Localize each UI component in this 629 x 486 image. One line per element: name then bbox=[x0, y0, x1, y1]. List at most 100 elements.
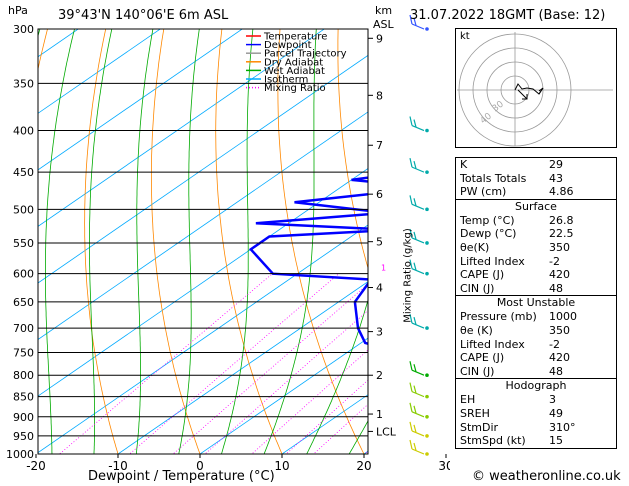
wind-barb-dot bbox=[425, 373, 429, 378]
wind-barb-shaft bbox=[411, 203, 425, 210]
row-key: CAPE (J) bbox=[460, 351, 505, 365]
table-row: Dewp (°C) 22.5 bbox=[456, 227, 616, 241]
storm-motion-vector bbox=[517, 89, 528, 100]
asl-unit-label: ASL bbox=[373, 18, 394, 31]
pressure-tick-label: 400 bbox=[13, 125, 34, 138]
wet-adiabat-line bbox=[178, 29, 200, 454]
pressure-tick-label: 750 bbox=[13, 346, 34, 359]
hodograph-title: Hodograph bbox=[505, 379, 567, 393]
height-tick-label: 2 bbox=[376, 369, 383, 382]
table-row: EH 3 bbox=[456, 393, 616, 407]
plot-area bbox=[38, 29, 450, 472]
wind-barb bbox=[409, 361, 429, 378]
wind-barb-flag bbox=[409, 421, 413, 432]
dry-adiabat-line bbox=[84, 29, 119, 454]
wet-adiabat-line bbox=[306, 298, 368, 454]
row-value: 26.8 bbox=[549, 213, 574, 227]
storm-motion-arrowhead bbox=[522, 94, 528, 100]
wind-barb-shaft bbox=[411, 124, 425, 132]
wind-barb-flag bbox=[413, 262, 417, 271]
wind-barb-flag bbox=[413, 364, 417, 372]
hodograph-rows: EH 3 SREH 49 StmDir 310° StmSpd (kt) 15 bbox=[456, 393, 616, 447]
isotherm-line bbox=[38, 111, 368, 341]
hodograph-arrow bbox=[538, 87, 544, 95]
isotherm-line bbox=[281, 394, 368, 454]
row-key: Lifted Index bbox=[460, 254, 525, 268]
temperature-tick-label: 20 bbox=[356, 459, 371, 473]
wind-barb bbox=[409, 259, 429, 276]
hodograph-unit: kt bbox=[460, 31, 470, 42]
height-tick-label: 1 bbox=[376, 408, 383, 421]
isotherm-line bbox=[117, 281, 368, 454]
row-value: 420 bbox=[549, 351, 570, 365]
km-unit-label: km bbox=[375, 4, 393, 17]
height-tick-label: 4 bbox=[376, 282, 383, 295]
wet-adiabat-line bbox=[45, 29, 75, 454]
wet-adiabat-line bbox=[220, 29, 254, 454]
wet-adiabat-line bbox=[263, 29, 317, 454]
wind-barb-shaft bbox=[411, 411, 425, 418]
wind-barb-flag bbox=[413, 119, 417, 128]
row-key: CIN (J) bbox=[460, 281, 495, 295]
mixing-ratio-line bbox=[128, 273, 340, 454]
wind-barb-dot bbox=[425, 170, 429, 174]
pressure-tick-label: 1000 bbox=[6, 448, 34, 461]
row-value: -2 bbox=[549, 337, 560, 351]
wind-barb-dot bbox=[425, 326, 429, 330]
wind-barb-dot bbox=[425, 434, 429, 438]
temperature-tick-label: 30 bbox=[438, 459, 450, 473]
most-unstable-rows: Pressure (mb) 1000 θe (K) 350 Lifted Index -2… bbox=[456, 310, 616, 378]
wind-barb-dot bbox=[425, 207, 429, 212]
pressure-tick-label: 350 bbox=[13, 77, 34, 90]
pressure-tick-label: 850 bbox=[13, 391, 34, 404]
row-key: StmSpd (kt) bbox=[460, 434, 526, 448]
row-value: 4.86 bbox=[549, 185, 574, 199]
hodograph-frame bbox=[455, 28, 617, 148]
isotherm-line bbox=[38, 54, 368, 284]
row-value: 29 bbox=[549, 158, 563, 171]
wind-barb-shaft bbox=[411, 268, 425, 275]
wind-barb-flag bbox=[409, 116, 413, 126]
row-value: 350 bbox=[549, 323, 570, 337]
mixing-ratio-line bbox=[415, 274, 450, 472]
pressure-tick-label: 950 bbox=[13, 430, 34, 443]
mixing-ratio-line bbox=[251, 349, 368, 454]
legend-label: Dry Adiabat bbox=[264, 57, 323, 68]
height-tick-label: 6 bbox=[376, 188, 383, 201]
row-key: Lifted Index bbox=[460, 337, 525, 351]
table-row: CIN (J) 48 bbox=[456, 282, 616, 296]
mixing-ratio-axis-label: Mixing Ratio (g/kg) bbox=[402, 228, 414, 323]
wind-barb bbox=[409, 439, 429, 456]
row-key: EH bbox=[460, 393, 476, 407]
wind-barb-flag bbox=[409, 14, 413, 25]
wind-barb-flag bbox=[413, 405, 417, 414]
dewpoint-profile bbox=[248, 176, 368, 346]
wind-barb-flag bbox=[409, 195, 413, 205]
wind-barb-shaft bbox=[411, 23, 425, 30]
table-row: Lifted Index -2 bbox=[456, 338, 616, 352]
pressure-tick-label: 600 bbox=[13, 268, 34, 281]
wind-barb-dot bbox=[425, 27, 429, 31]
wind-barb-shaft bbox=[411, 322, 425, 329]
legend-label: Parcel Trajectory bbox=[264, 49, 347, 60]
table-row: Lifted Index -2 bbox=[456, 255, 616, 269]
row-key: Totals Totals bbox=[460, 171, 527, 185]
surface-title: Surface bbox=[515, 199, 557, 213]
wind-barb-flag bbox=[413, 442, 417, 451]
mixing-ratio-label: 1 bbox=[381, 264, 386, 273]
wind-barb-dot bbox=[425, 452, 429, 456]
wind-barb-flag bbox=[413, 424, 417, 433]
table-row: Temp (°C) 26.8 bbox=[456, 214, 616, 228]
legend-label: Wet Adiabat bbox=[264, 66, 325, 77]
mixing-ratio-line bbox=[364, 450, 368, 454]
wind-barb-shaft bbox=[411, 430, 425, 437]
table-row: CIN (J) 48 bbox=[456, 365, 616, 379]
wind-barb-flag bbox=[409, 382, 413, 392]
dry-adiabat-line bbox=[277, 29, 365, 454]
row-value: 48 bbox=[549, 281, 563, 295]
legend-label: Isotherm bbox=[264, 75, 308, 86]
pressure-tick-label: 500 bbox=[13, 203, 34, 216]
table-row: SREH 49 bbox=[456, 407, 616, 421]
table-row: K 29 bbox=[456, 158, 616, 172]
indices-table: K 29 Totals Totals 43 PW (cm) 4.86 Surface Te… bbox=[455, 157, 617, 449]
